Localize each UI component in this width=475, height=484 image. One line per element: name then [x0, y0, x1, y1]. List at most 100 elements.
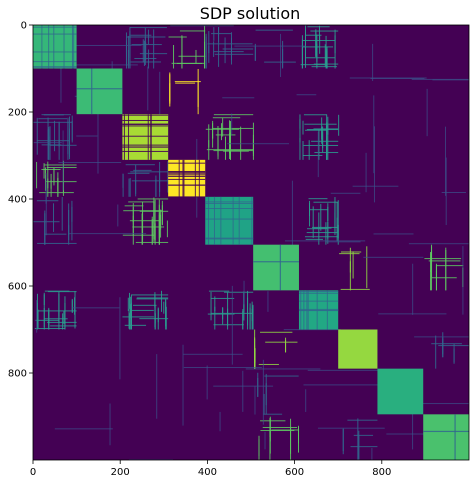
heatmap-cell [260, 420, 286, 422]
heatmap-cell [154, 223, 156, 245]
block-line [168, 172, 206, 174]
offdiag-block [125, 27, 168, 69]
heatmap-cell [262, 426, 298, 428]
heatmap-cell [342, 428, 344, 452]
heatmap-cell [445, 157, 447, 226]
heatmap-cell [67, 140, 69, 160]
heatmap-cell [58, 162, 122, 164]
block-line [182, 159, 184, 197]
heatmap-cell [126, 36, 166, 38]
heatmap-cell [159, 161, 161, 193]
heatmap-cell [326, 114, 328, 133]
block-line [76, 88, 123, 90]
heatmap-cell [318, 25, 320, 41]
heatmap-cell [254, 386, 256, 415]
offdiag-block [169, 69, 201, 115]
heatmap-cell [207, 43, 253, 45]
heatmap-cell [357, 418, 359, 460]
heatmap-cell [210, 291, 212, 321]
heatmap-cell [301, 45, 303, 69]
heatmap-cell [327, 203, 329, 221]
heatmap-cell [445, 247, 447, 291]
heatmap-cell [173, 45, 175, 69]
heatmap-cell [370, 77, 425, 79]
heatmap-cell [132, 203, 134, 223]
heatmap-cell [251, 308, 253, 322]
heatmap-cell [373, 126, 375, 203]
heatmap-cell [206, 149, 254, 151]
heatmap-cell [435, 335, 437, 369]
diagonal-block [423, 414, 469, 460]
heatmap-cell [49, 126, 51, 160]
heatmap-cell [254, 43, 256, 61]
heatmap-cell [142, 39, 144, 63]
heatmap-cell [326, 241, 361, 243]
block-line [298, 308, 339, 310]
heatmap-cell [224, 291, 254, 293]
diagonal-block [122, 114, 169, 160]
offdiag-block [168, 25, 206, 69]
heatmap-cell [57, 178, 59, 197]
offdiag-block [122, 161, 169, 197]
heatmap-cell [349, 261, 351, 291]
heatmap-cell [221, 123, 223, 141]
heatmap-cell [161, 200, 163, 226]
block-line [205, 237, 254, 239]
heatmap-cell [218, 27, 220, 43]
heatmap-cell [280, 33, 282, 77]
heatmap-cell [72, 307, 120, 309]
heatmap-cell [227, 292, 229, 327]
heatmap-cell [366, 246, 368, 289]
block-line [205, 218, 254, 220]
heatmap-cell [76, 135, 98, 137]
heatmap-cell [130, 171, 169, 173]
block-line [183, 159, 185, 197]
heatmap-cell [134, 58, 157, 60]
block-line [122, 125, 169, 127]
heatmap-cell [65, 64, 138, 66]
heatmap-cell [132, 215, 134, 245]
heatmap-cell [71, 300, 73, 313]
diagonal-block [168, 159, 206, 198]
heatmap-cell [254, 338, 256, 369]
diagonal-block-fill [122, 114, 169, 160]
offdiag-block [339, 246, 370, 291]
y-tick-label: 400 [8, 195, 27, 206]
heatmap-cell [130, 61, 162, 63]
heatmap-cell [61, 196, 63, 231]
offdiag-block [258, 416, 300, 460]
heatmap-cell [230, 32, 232, 61]
heatmap-cell [48, 136, 50, 160]
heatmap-cell [265, 373, 267, 406]
heatmap-cell [428, 260, 461, 262]
heatmap-cell [227, 143, 289, 145]
heatmap-cell [47, 161, 49, 189]
block-line [194, 159, 196, 197]
heatmap-cell [264, 375, 299, 377]
heatmap-cell [151, 221, 153, 245]
heatmap-cell [307, 228, 328, 230]
heatmap-cell [97, 104, 99, 174]
block-line [326, 290, 328, 330]
diagonal-block [205, 196, 254, 245]
plot-frame [32, 24, 470, 461]
heatmap-cell [197, 69, 199, 115]
heatmap-cell [363, 256, 424, 258]
block-line [168, 174, 206, 176]
heatmap-cell [139, 53, 168, 55]
heatmap-cell [156, 354, 158, 419]
heatmap-cell [222, 48, 254, 50]
heatmap-cell [222, 118, 224, 137]
heatmap-cell [304, 236, 339, 238]
heatmap-cell [37, 242, 77, 244]
heatmap-cell [313, 128, 339, 130]
heatmap-cell [224, 37, 226, 64]
diagonal-block [33, 25, 77, 69]
heatmap-cell [306, 57, 335, 59]
heatmap-cell [214, 306, 216, 330]
heatmap-cell [436, 265, 464, 267]
heatmap-cell [44, 164, 77, 166]
heatmap-cell [231, 113, 233, 136]
heatmap-cell [58, 294, 60, 323]
diagonal-block-fill [423, 414, 469, 460]
